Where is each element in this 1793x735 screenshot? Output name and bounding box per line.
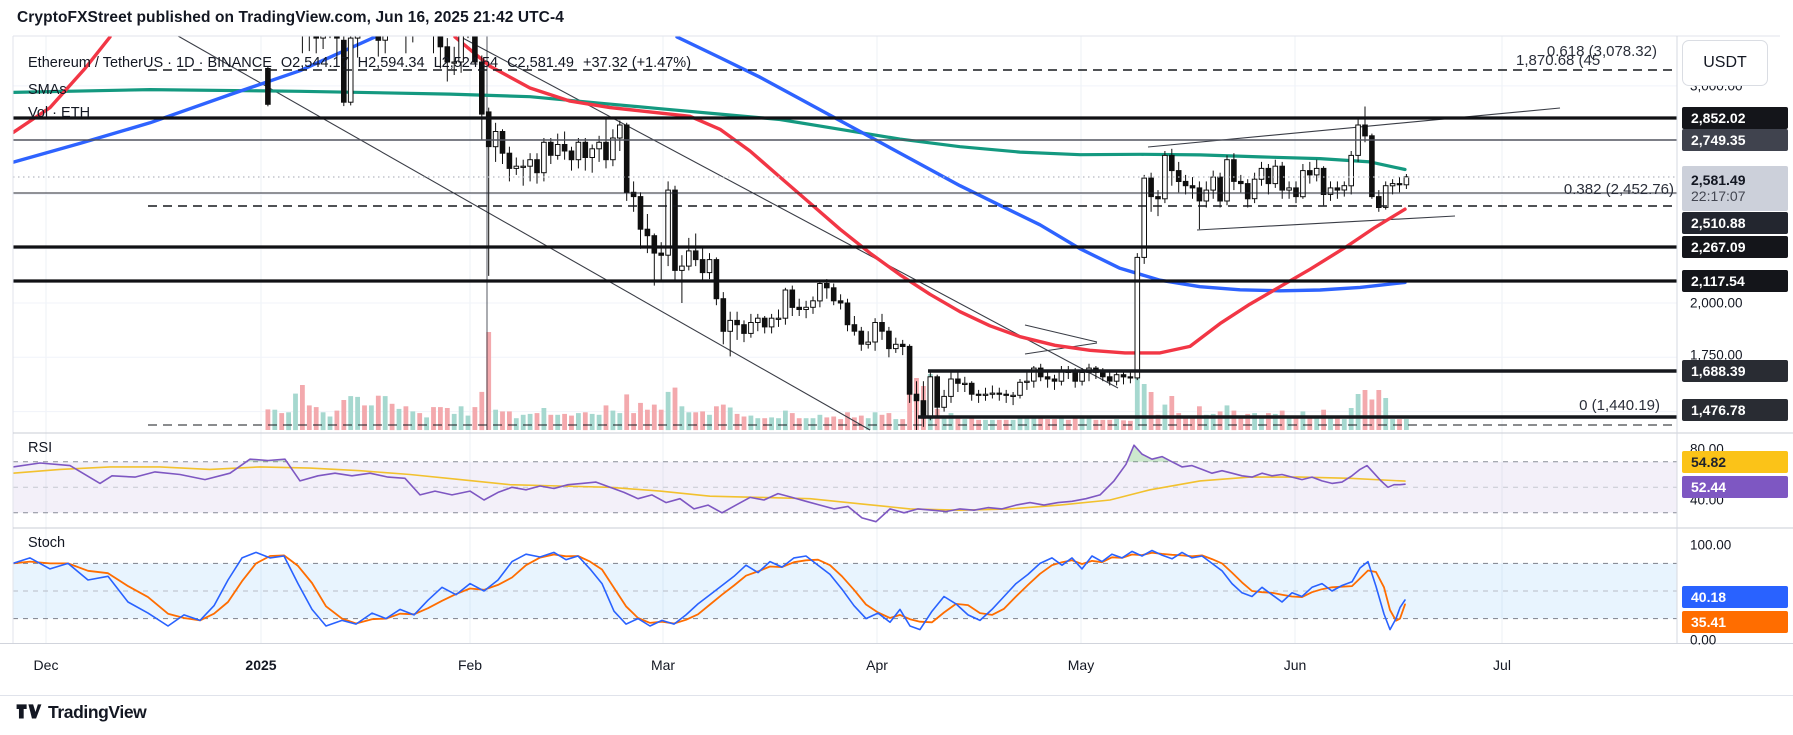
scale-price-label: 2,852.02: [1691, 110, 1746, 126]
scale-price-label: 2,510.88: [1691, 215, 1746, 231]
scale-tick: 0.00: [1690, 632, 1717, 648]
scale-price-label: 1,476.78: [1691, 402, 1746, 418]
ohlc-token: +37.32 (+1.47%): [583, 55, 692, 71]
scale-price-pill: 2,749.35: [1682, 129, 1788, 151]
time-axis-label: 2025: [245, 657, 277, 673]
time-axis-label: May: [1067, 657, 1095, 673]
ohlc-values: O2,544.17 H2,594.34 L2,524.54 C2,581.49 +37.…: [281, 55, 700, 71]
time-axis-label: Jun: [1283, 657, 1307, 673]
scale-price-label: 35.41: [1691, 614, 1727, 630]
scale-price-pill: 35.41: [1682, 611, 1788, 633]
stoch-pane: [13, 549, 1677, 631]
page-title: CryptoFXStreet published on TradingView.…: [17, 9, 564, 26]
ohlc-token: C2,581.49: [507, 55, 574, 71]
scale-tick: 100.00: [1690, 537, 1732, 553]
scale-price-pill: 2,581.49 22:17:07: [1682, 165, 1788, 211]
time-axis-label: Jul: [1493, 657, 1511, 673]
time-axis-label: Apr: [866, 657, 888, 673]
currency-toggle-button[interactable]: USDT: [1682, 40, 1768, 86]
fib-618-label: 0.618 (3,078.32): [1546, 43, 1657, 60]
tradingview-logo-icon: [16, 704, 42, 719]
scale-tick: 2,000.00: [1690, 295, 1743, 311]
rsi-pane-label[interactable]: RSI: [28, 440, 53, 456]
symbol-name: Ethereum / TetherUS · 1D · BINANCE: [28, 55, 272, 71]
scale-price-label: 54.82: [1691, 454, 1727, 470]
time-axis-label: Feb: [457, 657, 483, 673]
tradingview-logo[interactable]: TradingView: [16, 701, 147, 723]
countdown-label: 22:17:07: [1691, 188, 1746, 204]
indicator-legend-volume[interactable]: Vol · ETH: [28, 105, 91, 121]
fib-382-label: 0.382 (2,452.76): [1563, 181, 1674, 198]
ohlc-token: H2,594.34: [357, 55, 425, 71]
scale-price-pill: 52.44: [1682, 476, 1788, 498]
rsi-pane: [13, 444, 1677, 523]
scale-price-pill: 2,117.54: [1682, 270, 1788, 292]
indicator-legend-smas[interactable]: SMAs: [28, 82, 67, 98]
scale-tick: 1,750.00: [1690, 347, 1743, 363]
ohlc-token: O2,544.17: [280, 55, 349, 71]
price-pane: [13, 36, 1677, 431]
scale-price-label: 2,117.54: [1691, 273, 1745, 289]
fib-0-label: 0 (1,440.19): [1579, 397, 1660, 414]
scale-price-label: 2,267.09: [1691, 239, 1746, 255]
time-axis[interactable]: Dec 2025 Feb Mar Apr May Jun Jul: [0, 643, 1793, 696]
scale-price-pill: 2,852.02: [1682, 107, 1788, 129]
scale-price-pill: 40.18: [1682, 586, 1788, 608]
stoch-pane-label[interactable]: Stoch: [28, 535, 66, 551]
scale-price-label: 40.18: [1691, 589, 1727, 605]
symbol-legend[interactable]: Ethereum / TetherUS · 1D · BINANCE O2,544…: [28, 55, 700, 71]
scale-price-label: 2,581.49: [1691, 172, 1746, 188]
scale-price-pill: 2,510.88: [1682, 212, 1788, 234]
scale-price-pill: 1,476.78: [1682, 399, 1788, 421]
scale-price-label: 1,688.39: [1691, 363, 1746, 379]
price-scale[interactable]: 3,000.00 2,000.00 1,750.00 80.00 40.00 100.00…: [1678, 36, 1793, 695]
time-axis-label: Dec: [33, 657, 59, 673]
fib-ext-label: 1,870.68 (45: [1516, 52, 1601, 69]
ohlc-token: L2,524.54: [433, 55, 499, 71]
scale-price-pill: 2,267.09: [1682, 236, 1788, 258]
scale-price-label: 52.44: [1691, 479, 1727, 495]
time-axis-label: Mar: [650, 657, 676, 673]
tradingview-logo-text: TradingView: [48, 701, 147, 722]
scale-price-pill: 54.82: [1682, 451, 1788, 473]
scale-price-pill: 1,688.39: [1682, 360, 1788, 382]
scale-price-label: 2,749.35: [1691, 132, 1746, 148]
